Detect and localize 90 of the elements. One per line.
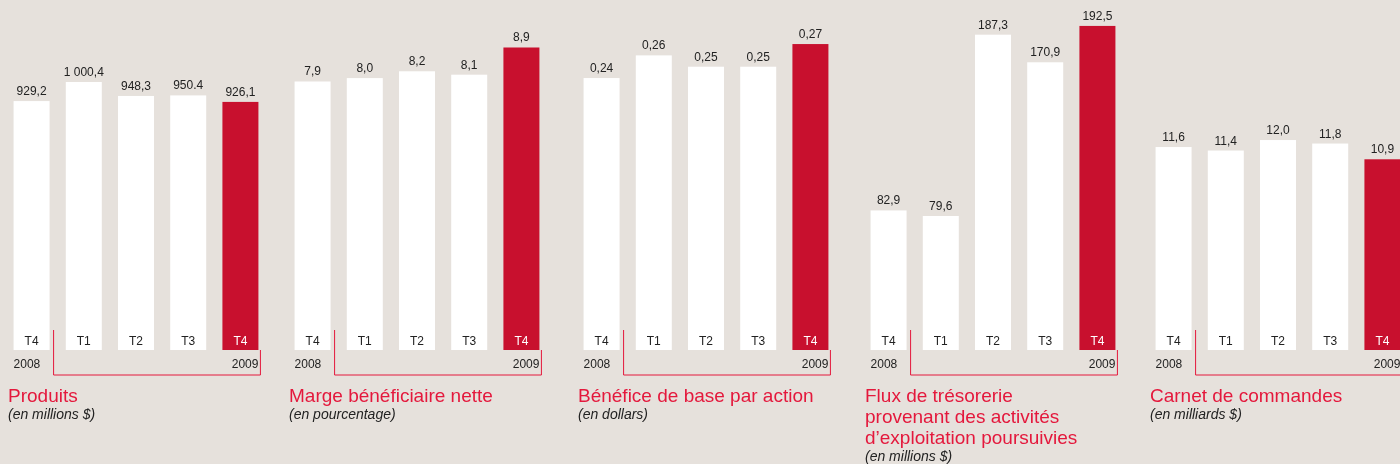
text: Flux de trésorerie provenant des activités d’exploitation poursuivies xyxy=(865,385,1078,448)
data-label: 12,0 xyxy=(1266,123,1290,138)
data-label: 8,0 xyxy=(356,61,374,76)
data-label: 950.4 xyxy=(173,78,204,93)
text: (en millions $) xyxy=(865,448,953,464)
x-tick-label: T4 xyxy=(305,334,320,348)
data-label: 0,26 xyxy=(642,38,666,53)
data-label: 0,27 xyxy=(798,27,823,42)
x-tick-label: T3 xyxy=(1323,334,1338,348)
bar xyxy=(1312,143,1349,350)
data-label: 170,9 xyxy=(1030,45,1061,60)
text: 2008 xyxy=(1155,357,1183,371)
bar xyxy=(583,78,620,350)
bar xyxy=(792,44,829,350)
data-label: 0,25 xyxy=(694,49,718,64)
text: (en milliards $) xyxy=(1150,406,1242,422)
bar xyxy=(1079,25,1116,350)
data-label: 10,9 xyxy=(1370,142,1395,157)
data-label: 11,4 xyxy=(1214,133,1238,148)
bar xyxy=(1364,159,1400,350)
data-label: 8,2 xyxy=(408,54,426,69)
x-tick-label: T4 xyxy=(1166,334,1181,348)
data-label: 192,5 xyxy=(1082,8,1113,23)
text: Produits xyxy=(8,385,78,406)
bar xyxy=(922,215,959,350)
x-tick-label: T1 xyxy=(76,334,92,348)
x-tick-label: T4 xyxy=(24,334,39,348)
x-tick-label: T1 xyxy=(1218,334,1234,348)
data-label: 0,24 xyxy=(589,61,614,76)
text: (en dollars) xyxy=(578,406,649,422)
data-label: 1 000,4 xyxy=(63,65,105,80)
x-tick-label: T4 xyxy=(514,334,529,348)
data-label: 187,3 xyxy=(977,17,1009,32)
data-label: 7,9 xyxy=(304,64,322,79)
bar xyxy=(399,71,435,350)
text: Carnet de commandes xyxy=(1150,385,1343,406)
x-tick-label: T2 xyxy=(128,334,144,348)
x-tick-label: T2 xyxy=(1270,334,1286,348)
data-label: 8,9 xyxy=(513,30,531,45)
x-tick-label: T3 xyxy=(181,334,196,348)
text: 2008 xyxy=(583,357,611,371)
data-label: 929,2 xyxy=(16,84,47,99)
data-label: 11,6 xyxy=(1162,130,1186,145)
x-tick-label: T1 xyxy=(357,334,373,348)
text: 2009 xyxy=(512,357,540,371)
x-tick-label: T4 xyxy=(233,334,248,348)
text: (en millions $) xyxy=(8,406,96,422)
text: 2009 xyxy=(231,357,259,371)
bar xyxy=(503,47,540,350)
text: 2008 xyxy=(870,357,898,371)
x-tick-label: T4 xyxy=(1375,334,1390,348)
x-tick-label: T3 xyxy=(751,334,766,348)
x-tick-label: T4 xyxy=(1090,334,1105,348)
text: 2009 xyxy=(801,357,829,371)
data-label: 948,3 xyxy=(120,78,152,93)
text: 2009 xyxy=(1088,357,1116,371)
bar xyxy=(635,55,672,350)
bar xyxy=(451,74,488,350)
text: 2008 xyxy=(13,357,41,371)
x-tick-label: T2 xyxy=(698,334,714,348)
bar xyxy=(1027,62,1064,350)
text: 2008 xyxy=(294,357,322,371)
x-tick-label: T2 xyxy=(985,334,1001,348)
x-tick-label: T1 xyxy=(646,334,662,348)
text: (en pourcentage) xyxy=(289,406,396,422)
bar xyxy=(870,210,907,350)
x-tick-label: T3 xyxy=(1038,334,1053,348)
bar xyxy=(1260,140,1296,350)
data-label: 79,6 xyxy=(929,198,953,213)
text: Marge bénéficiaire nette xyxy=(289,385,493,406)
bar xyxy=(1155,147,1192,350)
text: 2009 xyxy=(1373,357,1400,371)
data-label: 11,8 xyxy=(1318,126,1342,141)
bar xyxy=(688,66,724,350)
bar xyxy=(1207,150,1244,350)
bar xyxy=(740,66,777,350)
x-tick-label: T1 xyxy=(933,334,949,348)
bar xyxy=(294,81,331,350)
x-tick-label: T4 xyxy=(594,334,609,348)
x-tick-label: T2 xyxy=(409,334,425,348)
text: Bénéfice de base par action xyxy=(578,385,814,406)
bar xyxy=(346,78,383,350)
x-tick-label: T4 xyxy=(803,334,818,348)
data-label: 926,1 xyxy=(225,84,256,99)
data-label: 0,25 xyxy=(746,49,771,64)
data-label: 8,1 xyxy=(460,57,478,72)
x-tick-label: T4 xyxy=(881,334,896,348)
data-label: 82,9 xyxy=(876,193,901,208)
x-tick-label: T3 xyxy=(462,334,477,348)
bar xyxy=(975,34,1011,350)
